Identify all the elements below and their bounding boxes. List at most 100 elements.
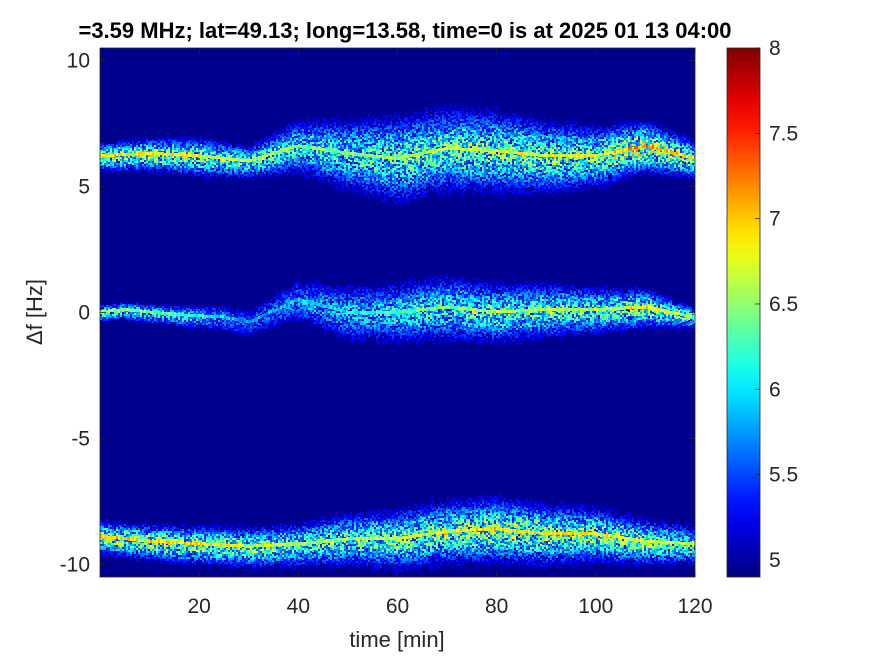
intensity-cell: [162, 143, 164, 145]
intensity-cell: [448, 162, 450, 164]
intensity-cell: [116, 163, 118, 165]
intensity-cell: [440, 125, 442, 127]
intensity-cell: [282, 145, 284, 147]
intensity-cell: [306, 151, 308, 153]
intensity-cell: [244, 166, 246, 168]
intensity-cell: [360, 141, 362, 143]
intensity-cell: [324, 159, 326, 161]
intensity-cell: [446, 170, 448, 172]
intensity-cell: [354, 144, 356, 146]
intensity-cell: [218, 163, 220, 165]
intensity-cell: [428, 147, 430, 149]
intensity-cell: [154, 143, 156, 145]
intensity-cell: [454, 151, 456, 153]
intensity-cell: [408, 190, 410, 192]
intensity-cell: [352, 136, 354, 138]
intensity-cell: [372, 145, 374, 147]
intensity-cell: [210, 172, 212, 174]
ridge-cell: [390, 156, 392, 159]
intensity-cell: [414, 195, 416, 197]
intensity-cell: [246, 162, 248, 164]
intensity-cell: [144, 158, 146, 160]
intensity-cell: [384, 130, 386, 132]
intensity-cell: [412, 187, 414, 189]
intensity-cell: [176, 142, 178, 144]
intensity-cell: [470, 186, 472, 188]
intensity-cell: [312, 136, 314, 138]
intensity-cell: [398, 178, 400, 180]
intensity-cell: [260, 167, 262, 169]
intensity-cell: [314, 174, 316, 176]
intensity-cell: [344, 149, 346, 151]
intensity-cell: [318, 180, 320, 182]
intensity-cell: [204, 147, 206, 149]
intensity-cell: [446, 152, 448, 154]
intensity-cell: [118, 141, 120, 143]
ridge-cell: [222, 157, 224, 160]
intensity-cell: [328, 133, 330, 135]
intensity-cell: [394, 200, 396, 202]
ridge-cell: [148, 152, 150, 155]
intensity-cell: [404, 151, 406, 153]
intensity-cell: [344, 147, 346, 149]
intensity-cell: [184, 168, 186, 170]
intensity-cell: [178, 156, 180, 158]
intensity-cell: [292, 161, 294, 163]
intensity-cell: [154, 147, 156, 149]
intensity-cell: [446, 128, 448, 130]
intensity-cell: [392, 174, 394, 176]
intensity-cell: [314, 154, 316, 156]
intensity-cell: [418, 144, 420, 146]
intensity-cell: [258, 164, 260, 166]
intensity-cell: [354, 184, 356, 186]
intensity-cell: [316, 138, 318, 140]
intensity-cell: [128, 158, 130, 160]
intensity-cell: [308, 166, 310, 168]
intensity-cell: [392, 144, 394, 146]
ridge-cell: [340, 151, 342, 154]
intensity-cell: [316, 150, 318, 152]
intensity-cell: [396, 192, 398, 194]
intensity-cell: [262, 174, 264, 176]
intensity-cell: [348, 145, 350, 147]
intensity-cell: [292, 135, 294, 137]
intensity-cell: [178, 146, 180, 148]
intensity-cell: [170, 140, 172, 142]
intensity-cell: [438, 161, 440, 163]
intensity-cell: [128, 148, 130, 150]
intensity-cell: [464, 115, 466, 117]
intensity-cell: [342, 179, 344, 181]
intensity-cell: [356, 168, 358, 170]
intensity-cell: [448, 116, 450, 118]
intensity-cell: [230, 163, 232, 165]
intensity-cell: [382, 182, 384, 184]
intensity-cell: [362, 149, 364, 151]
intensity-cell: [450, 168, 452, 170]
intensity-cell: [302, 157, 304, 159]
intensity-cell: [196, 142, 198, 144]
intensity-cell: [410, 152, 412, 154]
intensity-cell: [336, 176, 338, 178]
intensity-cell: [372, 173, 374, 175]
intensity-cell: [460, 113, 462, 115]
ridge-cell: [464, 148, 466, 151]
intensity-cell: [224, 154, 226, 156]
intensity-cell: [234, 146, 236, 148]
intensity-cell: [118, 159, 120, 161]
intensity-cell: [300, 149, 302, 151]
intensity-cell: [264, 160, 266, 162]
intensity-cell: [442, 154, 444, 156]
intensity-cell: [404, 117, 406, 119]
intensity-cell: [326, 125, 328, 127]
intensity-cell: [286, 141, 288, 143]
intensity-cell: [138, 155, 140, 157]
intensity-cell: [338, 188, 340, 190]
intensity-cell: [408, 122, 410, 124]
intensity-cell: [312, 154, 314, 156]
intensity-cell: [350, 140, 352, 142]
ridge-cell: [326, 149, 328, 152]
intensity-cell: [318, 178, 320, 180]
intensity-cell: [168, 157, 170, 159]
intensity-cell: [156, 167, 158, 169]
intensity-cell: [334, 122, 336, 124]
